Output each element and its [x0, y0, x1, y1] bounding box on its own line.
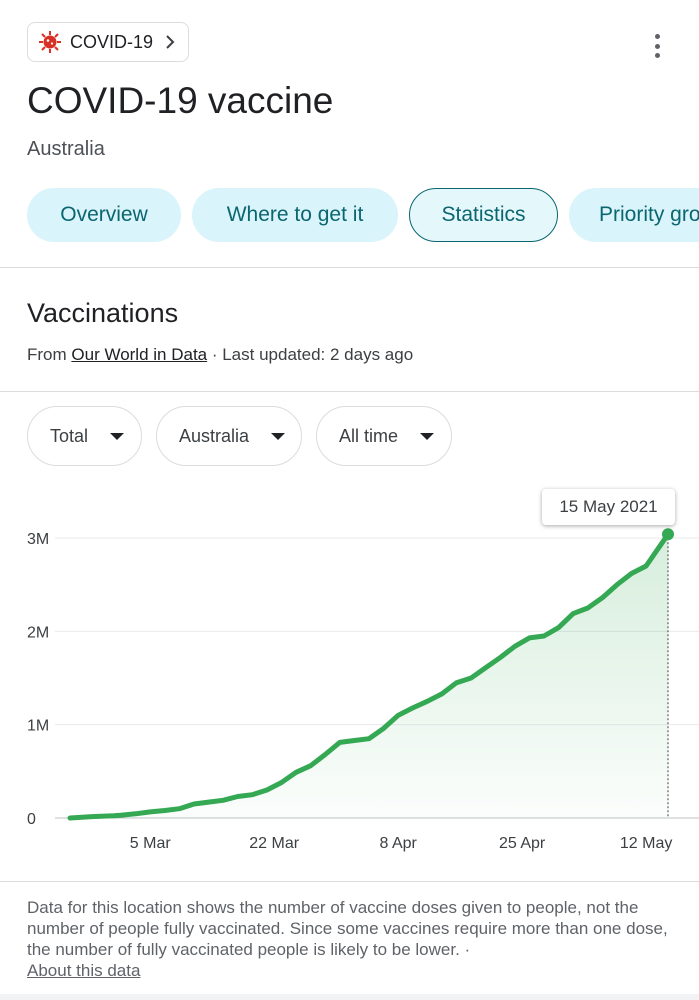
time-range-value: All time — [339, 425, 399, 446]
source-link[interactable]: Our World in Data — [71, 345, 208, 364]
chart-area-fill — [70, 534, 668, 818]
footnote-text: Data for this location shows the number … — [27, 898, 668, 959]
dropdown-arrow-icon — [420, 432, 435, 440]
y-tick-label: 0 — [27, 811, 36, 828]
dropdown-arrow-icon — [110, 432, 125, 440]
tab-priority-groups[interactable]: Priority groups — [569, 188, 699, 242]
more-options-button[interactable] — [645, 32, 669, 60]
x-tick-label: 5 Mar — [130, 835, 172, 852]
data-footnote: Data for this location shows the number … — [27, 897, 677, 981]
page-title: COVID-19 vaccine — [27, 80, 334, 121]
location-value: Australia — [179, 425, 250, 446]
tab-where-to-get-it[interactable]: Where to get it — [192, 188, 398, 242]
x-tick-label: 22 Mar — [249, 835, 299, 852]
source-prefix: From — [27, 345, 72, 364]
time-range-dropdown[interactable]: All time — [316, 406, 452, 466]
source-line: From Our World in Data · Last updated: 2… — [27, 345, 413, 365]
tab-overview[interactable]: Overview — [27, 188, 181, 242]
y-tick-label: 2M — [27, 624, 49, 641]
date-tooltip: 15 May 2021 — [542, 489, 675, 525]
vaccinations-series-line — [67, 531, 671, 821]
topic-tabs: Overview Where to get it Statistics Prio… — [27, 188, 699, 242]
bottom-divider-bar — [0, 994, 699, 1000]
chip-label: COVID-19 — [70, 31, 154, 52]
about-data-link[interactable]: About this data — [27, 961, 141, 980]
virus-icon — [39, 31, 61, 53]
dropdown-arrow-icon — [271, 432, 286, 440]
more-dot — [654, 34, 660, 39]
filter-bar: Total Australia All time — [27, 406, 452, 466]
footnote-separator: · — [459, 940, 471, 959]
highlighted-data-point[interactable] — [662, 528, 674, 541]
y-tick-label: 3M — [27, 531, 49, 548]
divider — [0, 881, 699, 882]
metric-value: Total — [50, 425, 89, 446]
location-subtitle: Australia — [27, 138, 105, 160]
covid-topic-chip[interactable]: COVID-19 — [27, 22, 189, 62]
x-tick-label: 25 Apr — [499, 835, 546, 852]
more-dot — [654, 43, 660, 49]
divider — [0, 267, 699, 268]
divider — [0, 391, 699, 392]
section-title: Vaccinations — [27, 298, 179, 328]
x-tick-label: 12 May — [620, 835, 672, 852]
last-updated: · Last updated: 2 days ago — [207, 345, 414, 364]
tab-statistics[interactable]: Statistics — [409, 188, 558, 242]
x-tick-label: 8 Apr — [379, 835, 417, 852]
chevron-right-icon — [166, 35, 175, 49]
location-dropdown[interactable]: Australia — [156, 406, 302, 466]
vaccinations-chart[interactable]: 0 1M 2M 3M 5 Mar 22 Mar 8 Apr 25 Apr 12 May — [0, 520, 699, 860]
more-dot — [654, 53, 660, 58]
y-tick-label: 1M — [27, 718, 49, 735]
metric-dropdown[interactable]: Total — [27, 406, 142, 466]
